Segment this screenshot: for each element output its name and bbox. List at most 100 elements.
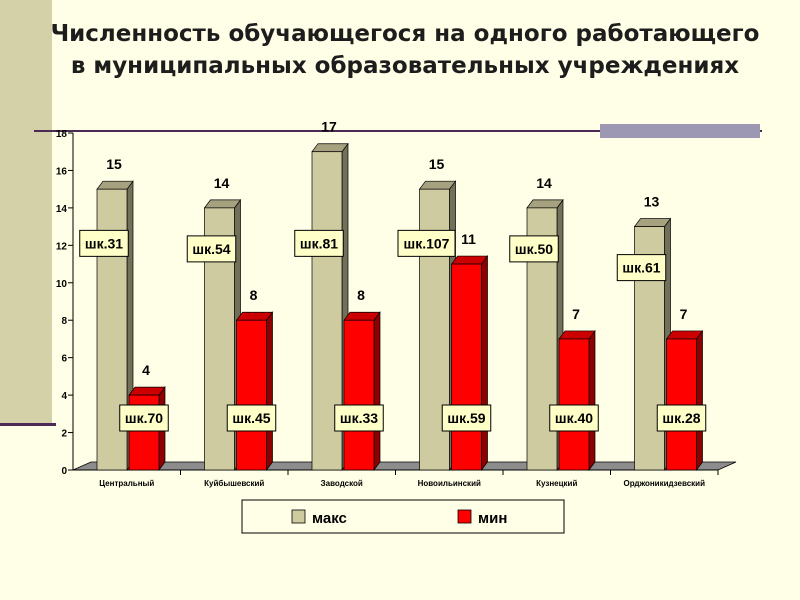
school-label-frame (186, 235, 237, 263)
school-label-box: шк.31 (79, 229, 129, 257)
school-label-frame (441, 404, 492, 432)
school-label-text: шк.33 (340, 410, 378, 426)
bar-value-label: 15 (106, 156, 122, 172)
bar-value-label: 14 (536, 175, 552, 191)
bar-top-face (311, 143, 349, 153)
side-rule (0, 423, 56, 426)
bar-value-label: 14 (214, 175, 230, 191)
bar-side-face (696, 329, 703, 472)
bar-front-face (343, 319, 375, 471)
title-line-2: в муниципальных образовательных учрежден… (70, 53, 740, 79)
x-category-label: Заводской (321, 479, 363, 488)
y-tick-label: 8 (61, 316, 67, 327)
bar-value-label: 8 (357, 287, 365, 303)
page-title: Численность обучающегося на одного работ… (20, 18, 790, 82)
school-label-text: шк.40 (555, 410, 593, 426)
bar-value-label: 13 (644, 194, 660, 210)
bar-value-label: 7 (680, 306, 688, 322)
school-label-box: шк.45 (226, 404, 277, 432)
bar-value-label: 17 (321, 119, 337, 135)
bar-top-face (665, 330, 704, 340)
school-label-box: шк.70 (119, 404, 169, 432)
school-label-text: шк.107 (404, 235, 450, 251)
bar-min (450, 255, 489, 472)
school-label-box: шк.54 (186, 235, 237, 263)
school-label-frame (226, 404, 277, 432)
bar-min (235, 311, 274, 472)
bar-value-label: 7 (572, 306, 580, 322)
title-line-1: Численность обучающегося на одного работ… (50, 21, 760, 47)
school-label-text: шк.54 (192, 241, 230, 257)
school-label-text: шк.59 (447, 410, 485, 426)
y-tick-label: 4 (61, 391, 67, 402)
x-category-label: Новоильинский (418, 479, 481, 488)
bar-min (343, 311, 381, 472)
school-label-frame (616, 254, 667, 282)
top-accent-bar (600, 124, 760, 138)
bar-top-face (526, 199, 564, 209)
bar-top-face (418, 180, 457, 190)
legend: макс мин (241, 499, 565, 534)
legend-frame (241, 499, 565, 534)
school-label-text: шк.61 (622, 260, 660, 276)
y-tick-label: 2 (61, 429, 67, 440)
y-tick-label: 12 (56, 241, 68, 252)
bar-top-face (96, 180, 134, 190)
y-tick-label: 0 (61, 466, 67, 477)
school-label-box: шк.107 (397, 229, 456, 257)
bar-front-face (236, 319, 267, 471)
school-label-box: шк.50 (509, 235, 559, 263)
y-tick-label: 6 (61, 354, 67, 365)
legend-label: мин (478, 510, 507, 527)
bar-min (665, 329, 704, 472)
school-label-box: шк.40 (549, 404, 599, 432)
bar-value-label: 4 (142, 362, 150, 378)
school-label-text: шк.31 (85, 235, 123, 251)
y-tick-label: 10 (56, 279, 68, 290)
bar-min (558, 329, 596, 472)
school-label-frame (119, 404, 169, 432)
school-label-box: шк.59 (441, 404, 492, 432)
school-label-box: шк.33 (334, 404, 384, 432)
y-tick-label: 18 (56, 129, 68, 140)
bar-front-face (558, 338, 590, 471)
bar-side-face (266, 311, 273, 472)
bar-front-face (451, 263, 482, 471)
bar-side-face (481, 255, 488, 472)
x-category-label: Центральный (99, 479, 154, 488)
bar-value-label: 11 (461, 231, 476, 247)
x-category-label: Куйбышевский (204, 479, 264, 488)
bar-top-face (633, 218, 672, 227)
top-rule (34, 130, 762, 132)
y-tick-label: 14 (56, 204, 68, 215)
school-label-frame (549, 404, 599, 432)
school-label-frame (294, 229, 344, 257)
school-label-text: шк.81 (300, 235, 338, 251)
bar-top-face (343, 311, 381, 321)
bar-side-face (588, 329, 596, 472)
side-panel (0, 0, 52, 425)
school-label-frame (334, 404, 384, 432)
bar-value-label: 8 (250, 287, 258, 303)
school-label-text: шк.70 (125, 410, 163, 426)
school-label-box: шк.61 (616, 254, 667, 282)
bar-top-face (235, 311, 274, 321)
x-category-label: Кузнецкий (536, 479, 577, 488)
school-label-frame (509, 235, 559, 263)
legend-label: макс (312, 510, 347, 527)
bar-value-label: 15 (429, 156, 445, 172)
bar-top-face (128, 386, 166, 396)
legend-swatch (457, 509, 472, 524)
school-label-box: шк.28 (656, 404, 707, 432)
school-label-text: шк.28 (662, 410, 700, 426)
school-label-text: шк.45 (232, 410, 270, 426)
bar-side-face (373, 311, 381, 472)
school-label-text: шк.50 (515, 241, 553, 257)
bar-front-face (666, 338, 697, 471)
school-label-frame (656, 404, 707, 432)
bar-top-face (450, 255, 489, 265)
bar-top-face (558, 330, 596, 340)
school-label-frame (79, 229, 129, 257)
school-label-frame (397, 229, 456, 257)
